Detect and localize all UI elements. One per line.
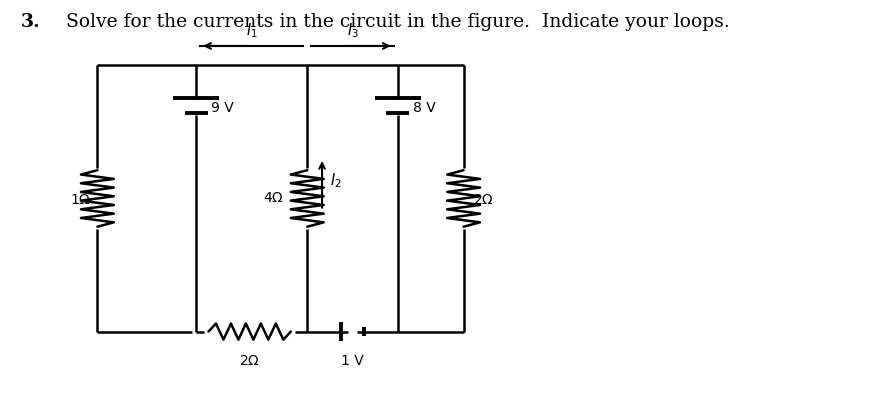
Text: 1$\Omega$: 1$\Omega$	[70, 193, 91, 207]
Text: 2$\Omega$: 2$\Omega$	[240, 354, 260, 368]
Text: $I_1$: $I_1$	[246, 21, 258, 40]
Text: $I_3$: $I_3$	[347, 21, 359, 40]
Text: Solve for the currents in the circuit in the figure.  Indicate your loops.: Solve for the currents in the circuit in…	[54, 13, 730, 31]
Text: 1 V: 1 V	[341, 354, 364, 368]
Text: 2$\Omega$: 2$\Omega$	[474, 193, 495, 207]
Text: 9 V: 9 V	[211, 101, 233, 115]
Text: $I_2$: $I_2$	[330, 171, 342, 190]
Text: 3.: 3.	[21, 13, 41, 31]
Text: 4$\Omega$: 4$\Omega$	[263, 191, 284, 205]
Text: 8 V: 8 V	[413, 101, 436, 115]
